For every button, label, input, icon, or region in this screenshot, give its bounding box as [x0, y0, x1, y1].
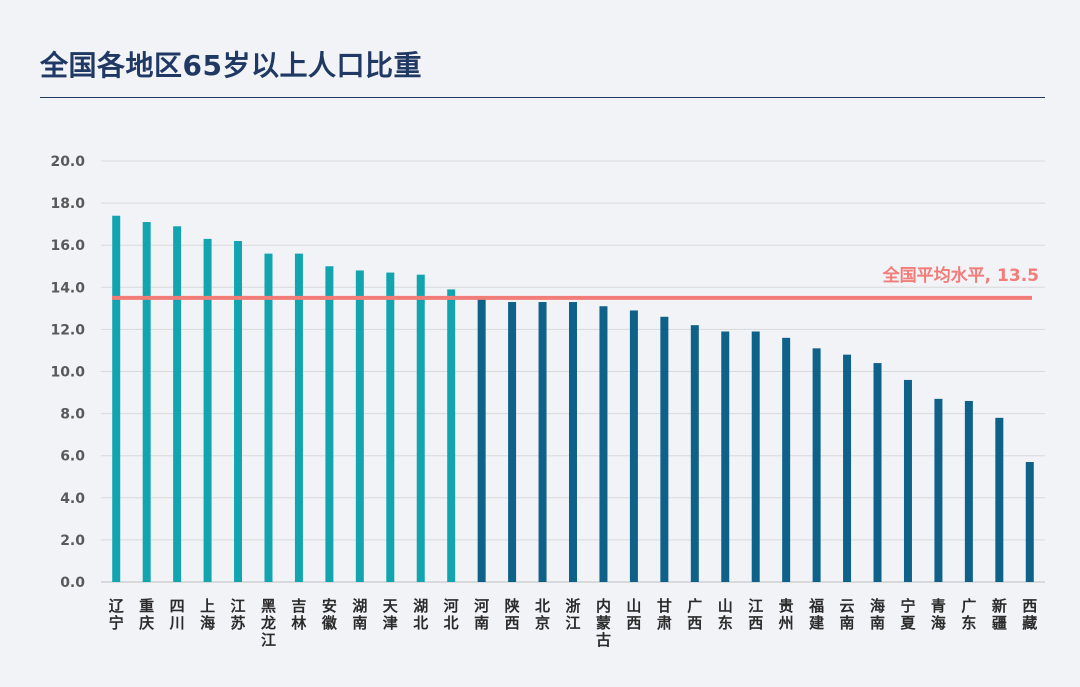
bar-26: [903, 379, 912, 582]
x-category-label: 云南: [840, 597, 855, 632]
y-tick-label: 6.0: [60, 449, 85, 465]
x-category-label: 江苏: [231, 597, 246, 632]
x-category-label: 贵州: [778, 597, 794, 632]
x-category-label: 福建: [808, 597, 825, 632]
bar-19: [690, 325, 699, 582]
x-category-label: 海南: [870, 597, 885, 632]
bar-8: [355, 270, 364, 582]
y-tick-label: 18.0: [50, 196, 85, 212]
bar-16: [599, 306, 608, 582]
y-tick-label: 4.0: [60, 491, 85, 507]
x-category-label: 陕西: [505, 597, 520, 632]
y-tick-label: 8.0: [60, 407, 85, 423]
x-category-label: 吉林: [291, 597, 307, 632]
page-title: 全国各地区65岁以上人口比重: [40, 49, 422, 82]
bar-20: [721, 331, 730, 582]
x-category-label: 广东: [961, 597, 976, 632]
bar-2: [173, 226, 182, 582]
x-category-label: 黑龙江: [260, 597, 276, 649]
bar-28: [964, 400, 973, 582]
y-tick-label: 16.0: [50, 238, 85, 254]
bar-10: [416, 274, 425, 582]
bar-6: [294, 253, 303, 582]
bar-9: [386, 272, 395, 582]
x-category-label: 安徽: [321, 597, 338, 632]
x-category-label: 湖南: [352, 597, 367, 632]
x-category-label: 北京: [535, 597, 550, 632]
bars: [112, 215, 1034, 583]
y-tick-label: 0.0: [60, 575, 85, 591]
x-category-label: 上海: [200, 597, 215, 632]
x-category-label: 山西: [626, 597, 641, 632]
bar-11: [447, 289, 456, 582]
y-axis: 0.0 2.0 4.0 6.0 8.0 10.0 12.0 14.0 16.0 18.0 20.0: [50, 154, 85, 591]
x-category-label: 四川: [169, 597, 185, 632]
bar-1: [142, 222, 151, 583]
bar-29: [995, 417, 1004, 582]
bar-27: [934, 398, 943, 582]
bar-18: [660, 316, 669, 582]
bar-3: [203, 238, 212, 582]
y-tick-label: 2.0: [60, 533, 85, 549]
x-category-label: 甘肃: [657, 597, 672, 632]
x-category-label: 辽宁: [109, 597, 124, 632]
bar-22: [782, 337, 791, 582]
bar-30: [1025, 462, 1034, 582]
y-tick-label: 14.0: [50, 280, 85, 296]
y-tick-label: 10.0: [50, 365, 85, 381]
title-divider: [40, 97, 1045, 98]
x-category-label: 广西: [687, 597, 702, 632]
bar-17: [629, 310, 638, 582]
x-category-label: 天津: [383, 597, 399, 632]
bar-5: [264, 253, 273, 582]
x-category-label: 宁夏: [899, 597, 916, 632]
bar-25: [873, 363, 882, 582]
x-category-label: 河南: [474, 597, 489, 632]
x-category-label: 河北: [444, 597, 459, 632]
bar-24: [843, 354, 852, 582]
x-category-label: 内蒙古: [596, 597, 611, 649]
y-tick-label: 12.0: [50, 322, 85, 338]
x-category-label: 西藏: [1022, 597, 1037, 632]
bar-14: [538, 302, 547, 582]
x-category-label: 重庆: [139, 597, 154, 632]
average-line-group: 全国平均水平, 13.5: [112, 265, 1039, 300]
x-category-label: 山东: [718, 597, 733, 632]
bar-0: [112, 215, 121, 583]
gridlines: [101, 160, 1045, 583]
bar-23: [812, 348, 821, 582]
x-category-label: 湖北: [413, 597, 428, 632]
y-tick-label: 20.0: [50, 154, 85, 170]
bar-12: [477, 297, 486, 582]
x-category-label: 新疆: [992, 597, 1007, 632]
x-category-label: 江西: [748, 597, 763, 632]
x-category-label: 浙江: [565, 597, 580, 632]
bar-21: [751, 331, 760, 582]
bar-7: [325, 266, 334, 582]
average-line-label: 全国平均水平, 13.5: [882, 265, 1039, 286]
x-category-label: 青海: [931, 597, 946, 632]
bar-13: [508, 302, 517, 582]
bar-4: [234, 240, 243, 583]
bar-15: [569, 302, 577, 582]
